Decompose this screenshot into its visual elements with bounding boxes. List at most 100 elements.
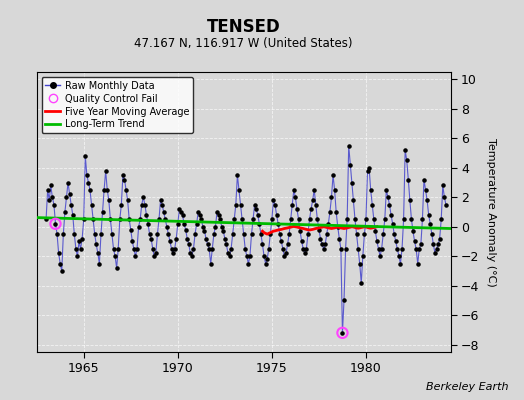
Point <box>158 202 166 208</box>
Point <box>440 194 449 200</box>
Point <box>387 212 395 218</box>
Point <box>254 212 262 218</box>
Point <box>224 250 232 256</box>
Point <box>257 231 265 237</box>
Point <box>431 250 439 256</box>
Point <box>269 197 278 204</box>
Point <box>205 246 213 252</box>
Point <box>318 241 326 248</box>
Point <box>337 246 345 252</box>
Point <box>142 212 150 218</box>
Point <box>442 202 450 208</box>
Point <box>357 280 365 286</box>
Point <box>342 246 350 252</box>
Point <box>206 260 215 267</box>
Point <box>371 228 379 234</box>
Point <box>360 231 368 237</box>
Point <box>347 179 356 186</box>
Point <box>230 216 238 222</box>
Point <box>208 246 216 252</box>
Point <box>309 197 317 204</box>
Point <box>285 231 293 237</box>
Point <box>344 142 353 149</box>
Point <box>401 147 409 153</box>
Point <box>423 197 431 204</box>
Point <box>94 250 102 256</box>
Point <box>418 216 427 222</box>
Point <box>424 212 433 218</box>
Point <box>181 226 190 233</box>
Point <box>178 212 187 218</box>
Point <box>428 231 436 237</box>
Point <box>282 250 290 256</box>
Point <box>335 235 344 242</box>
Point <box>417 241 425 248</box>
Point <box>150 253 158 260</box>
Point <box>166 238 174 245</box>
Point <box>81 153 90 159</box>
Point <box>334 224 342 230</box>
Point <box>162 224 171 230</box>
Point <box>50 202 58 208</box>
Point <box>247 231 256 237</box>
Point <box>374 246 383 252</box>
Point <box>420 176 428 183</box>
Point <box>407 216 416 222</box>
Point <box>277 238 286 245</box>
Point <box>395 253 403 260</box>
Point <box>437 216 445 222</box>
Point <box>305 216 314 222</box>
Point <box>121 176 129 183</box>
Point <box>320 246 328 252</box>
Point <box>59 231 68 237</box>
Point <box>312 202 320 208</box>
Point <box>249 216 257 222</box>
Title: 47.167 N, 116.917 W (United States): 47.167 N, 116.917 W (United States) <box>135 37 353 50</box>
Point <box>56 260 64 267</box>
Point <box>296 228 304 234</box>
Point <box>326 209 334 215</box>
Point <box>167 246 176 252</box>
Point <box>216 216 224 222</box>
Point <box>84 179 93 186</box>
Point <box>217 224 226 230</box>
Point <box>294 216 303 222</box>
Point <box>210 231 218 237</box>
Point <box>105 197 113 204</box>
Point <box>280 253 289 260</box>
Point <box>203 241 212 248</box>
Point <box>170 246 179 252</box>
Point <box>110 246 118 252</box>
Point <box>102 168 110 174</box>
Point <box>51 220 60 227</box>
Point <box>298 238 306 245</box>
Point <box>339 330 347 336</box>
Point <box>61 209 69 215</box>
Point <box>133 246 141 252</box>
Point <box>346 162 354 168</box>
Point <box>161 216 169 222</box>
Point <box>221 235 229 242</box>
Point <box>263 256 271 262</box>
Point <box>97 231 105 237</box>
Point <box>144 220 152 227</box>
Point <box>151 250 160 256</box>
Point <box>188 253 196 260</box>
Point <box>329 172 337 178</box>
Point <box>192 220 201 227</box>
Point <box>331 187 339 193</box>
Point <box>114 246 123 252</box>
Point <box>117 202 126 208</box>
Point <box>373 238 381 245</box>
Point <box>271 202 279 208</box>
Point <box>243 253 251 260</box>
Point <box>324 220 333 227</box>
Point <box>266 231 275 237</box>
Point <box>180 220 188 227</box>
Point <box>260 253 268 260</box>
Point <box>439 182 447 189</box>
Point <box>385 202 394 208</box>
Point <box>340 297 348 304</box>
Point <box>415 246 423 252</box>
Point <box>272 212 281 218</box>
